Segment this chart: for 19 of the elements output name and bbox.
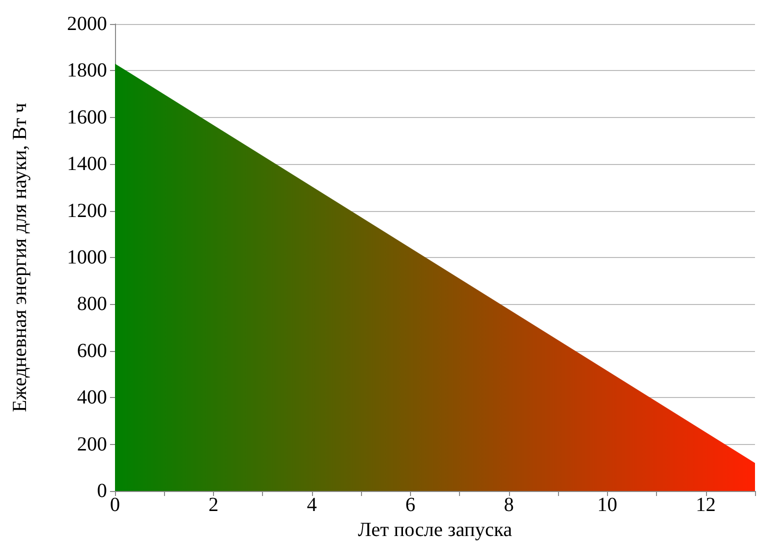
y-tick-label: 800 (77, 293, 107, 316)
x-tick-label: 8 (504, 494, 514, 516)
y-tick-label: 1800 (67, 60, 107, 82)
y-axis-title: Ежедневная энергия для науки, Вт ч (9, 102, 31, 412)
x-axis-title: Лет после запуска (358, 518, 512, 541)
y-tick-label: 0 (97, 480, 107, 502)
y-tick-label: 1000 (67, 246, 107, 268)
y-tick-label: 1200 (67, 200, 107, 222)
x-tick-label: 4 (306, 494, 317, 516)
y-tick-label: 200 (77, 433, 107, 456)
y-tick-label: 400 (77, 386, 107, 409)
x-tick-label: 2 (208, 494, 218, 516)
y-tick-label: 1400 (67, 153, 107, 176)
x-tick-label: 12 (696, 494, 716, 516)
x-tick-label: 10 (597, 494, 618, 516)
y-tick-label: 600 (77, 340, 107, 362)
y-tick-label: 2000 (67, 13, 107, 35)
x-tick-label: 6 (405, 494, 416, 516)
y-tick-label: 1600 (67, 106, 107, 128)
